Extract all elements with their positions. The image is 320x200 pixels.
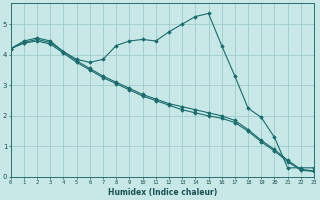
X-axis label: Humidex (Indice chaleur): Humidex (Indice chaleur) xyxy=(108,188,217,197)
